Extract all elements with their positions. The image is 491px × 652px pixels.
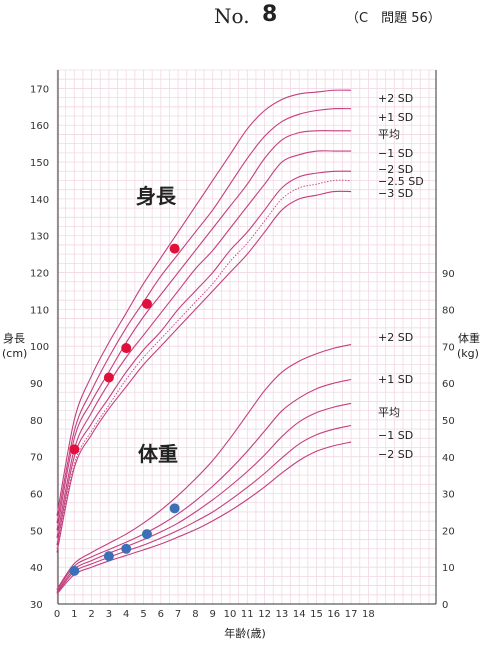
height-curve-label: +2 SD [378,92,413,105]
x-tick-label: 10 [224,609,237,620]
x-tick-label: 4 [123,609,129,620]
y-right-tick-label: 40 [442,453,455,464]
x-tick-label: 15 [310,609,323,620]
header-number: 8 [262,2,278,27]
height-curve [56,190,352,553]
height-curve-label: −2 SD [378,163,413,176]
height-curve-label: +1 SD [378,111,413,124]
y-right-tick-label: 30 [442,490,455,501]
weight-curve-label: 平均 [378,406,400,419]
height-point [141,298,152,309]
weight-point [103,551,114,562]
height-curve-label: −1 SD [378,147,413,160]
x-axis-label: 年齢(歳) [224,626,266,640]
height-curve-label: 平均 [378,128,400,141]
axis-ticks: 3040506070809010011012013014015016017001… [30,84,455,620]
y-right-tick-label: 10 [442,563,455,574]
y-left-axis-label: 身長 [3,331,25,345]
x-tick-label: 12 [258,609,271,620]
x-tick-label: 14 [293,609,306,620]
weight-point [121,543,132,554]
height-point [69,444,80,455]
y-right-tick-label: 0 [442,600,448,611]
height-point [169,243,180,254]
height-curve [56,89,352,516]
x-tick-label: 7 [175,609,181,620]
x-tick-label: 6 [158,609,164,620]
y-right-tick-label: 60 [442,379,455,390]
y-right-tick-label: 70 [442,342,455,353]
height-curve-label: −3 SD [378,187,413,200]
header-no-label: No. [214,4,250,28]
height-curve-label: −2.5 SD [378,175,424,188]
x-tick-label: 9 [210,609,216,620]
y-left-tick-label: 30 [30,600,43,611]
y-left-tick-label: 80 [30,416,43,427]
weight-section-label: 体重 [138,442,178,466]
y-left-tick-label: 120 [30,269,49,280]
chart-curves [56,89,352,595]
y-right-tick-label: 20 [442,526,455,537]
x-tick-label: 16 [327,609,340,620]
y-left-tick-label: 160 [30,121,49,132]
weight-curve-label: +2 SD [378,331,413,344]
y-right-tick-label: 50 [442,416,455,427]
weight-curve [56,344,352,590]
weight-curve-label: +1 SD [378,373,413,386]
y-left-tick-label: 40 [30,563,43,574]
x-tick-label: 11 [241,609,254,620]
x-tick-label: 18 [362,609,375,620]
x-tick-label: 17 [345,609,358,620]
y-left-tick-label: 130 [30,232,49,243]
x-tick-label: 0 [54,609,60,620]
y-right-axis-label: 体重 [458,331,480,345]
weight-point [69,565,80,576]
y-left-tick-label: 60 [30,490,43,501]
x-tick-label: 8 [192,609,198,620]
height-section-label: 身長 [136,184,177,208]
x-tick-label: 1 [71,609,77,620]
x-tick-label: 3 [106,609,112,620]
weight-point [141,529,152,540]
height-curve [56,150,352,538]
y-left-tick-label: 50 [30,526,43,537]
y-right-axis-unit: (kg) [457,347,479,360]
y-left-tick-label: 140 [30,195,49,206]
y-left-tick-label: 150 [30,158,49,169]
weight-curve [56,378,352,591]
x-tick-label: 13 [276,609,289,620]
height-curve [56,170,352,546]
weight-point [169,503,180,514]
height-curve [56,107,352,524]
y-left-tick-label: 170 [30,84,49,95]
chart-points [69,243,180,576]
weight-curve [56,441,352,595]
y-left-tick-label: 100 [30,342,49,353]
y-left-tick-label: 90 [30,379,43,390]
x-tick-label: 5 [140,609,146,620]
weight-curve-label: −1 SD [378,429,413,442]
y-right-tick-label: 80 [442,306,455,317]
height-point [121,343,132,354]
y-left-tick-label: 110 [30,305,49,316]
height-curve [56,130,352,531]
height-point [103,372,114,383]
y-right-tick-label: 90 [442,269,455,280]
y-left-tick-label: 70 [30,453,43,464]
x-tick-label: 2 [88,609,94,620]
y-left-axis-unit: (cm) [2,347,27,360]
weight-curve-label: −2 SD [378,448,413,461]
header-question-ref: （C 問題 56） [346,11,441,26]
